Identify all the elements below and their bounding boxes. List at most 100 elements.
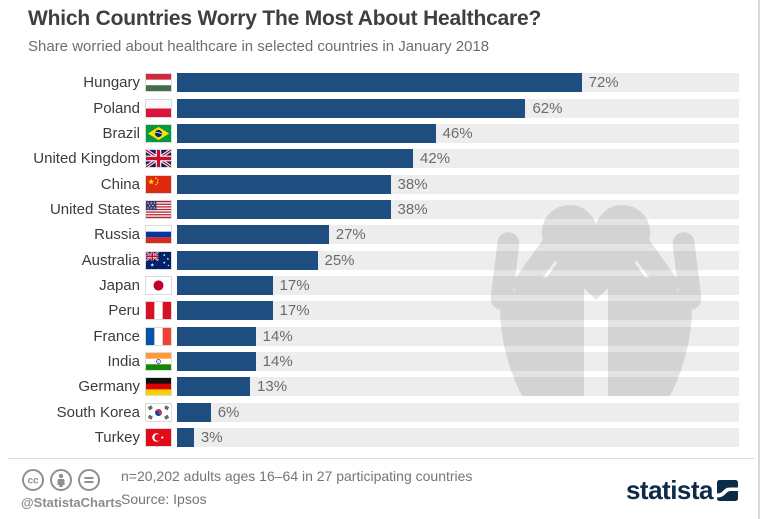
value-label: 13% bbox=[257, 378, 288, 396]
chart-row: South Korea 6% bbox=[0, 399, 745, 424]
flag-icon-united-states bbox=[146, 200, 171, 218]
bar bbox=[177, 402, 211, 422]
chart-row: Peru 17% bbox=[0, 298, 745, 323]
flag-icon-brazil bbox=[146, 124, 171, 142]
chart-row: Australia 25% bbox=[0, 247, 745, 272]
value-label: 25% bbox=[324, 251, 355, 269]
header: Which Countries Worry The Most About Hea… bbox=[0, 0, 763, 55]
chart-rows: Hungary 72% Poland 62% Brazil 46% bbox=[0, 70, 745, 450]
left-hand bbox=[490, 232, 586, 396]
value-label: 27% bbox=[335, 226, 366, 244]
value-label: 17% bbox=[279, 302, 310, 320]
country-label: Japan bbox=[99, 276, 140, 294]
right-hand bbox=[606, 232, 702, 396]
value-label: 38% bbox=[397, 200, 428, 218]
bar-track: 25% bbox=[177, 250, 739, 270]
bar bbox=[177, 326, 256, 346]
country-label: Germany bbox=[78, 378, 140, 396]
chart-row: China 38% bbox=[0, 171, 745, 196]
value-label: 46% bbox=[442, 124, 473, 142]
footnotes: n=20,202 adults ages 16–64 in 27 partici… bbox=[121, 465, 472, 511]
bar-track: 17% bbox=[177, 301, 739, 321]
bar-track: 3% bbox=[177, 427, 739, 447]
chart-row: France 14% bbox=[0, 323, 745, 348]
statista-wordmark: statista bbox=[625, 475, 714, 505]
bar bbox=[177, 149, 414, 169]
value-label: 14% bbox=[262, 327, 293, 345]
bar-track: 6% bbox=[177, 402, 739, 422]
flag-icon-japan bbox=[146, 276, 171, 294]
bar bbox=[177, 377, 251, 397]
bar bbox=[177, 250, 318, 270]
bar bbox=[177, 73, 582, 93]
statista-charts-handle[interactable]: @StatistaCharts bbox=[21, 495, 122, 510]
chart-row: United Kingdom 42% bbox=[0, 146, 745, 171]
license-icons: cc bbox=[21, 468, 122, 492]
bar-track: 42% bbox=[177, 149, 739, 169]
source-note: Source: Ipsos bbox=[121, 491, 207, 507]
bar-track: 27% bbox=[177, 225, 739, 245]
bar-track: 38% bbox=[177, 199, 739, 219]
value-label: 6% bbox=[217, 403, 240, 421]
page-subtitle: Share worried about healthcare in select… bbox=[28, 38, 490, 55]
chart-row: Russia 27% bbox=[0, 222, 745, 247]
flag-icon-hungary bbox=[146, 74, 171, 92]
bar bbox=[177, 275, 273, 295]
flag-icon-germany bbox=[146, 378, 171, 396]
bar-track: 46% bbox=[177, 123, 739, 143]
bar-track: 17% bbox=[177, 275, 739, 295]
country-label: Russia bbox=[94, 226, 140, 244]
chart-row: Germany 13% bbox=[0, 374, 745, 399]
value-label: 72% bbox=[588, 74, 619, 92]
svg-text:cc: cc bbox=[27, 476, 39, 487]
bar-track: 13% bbox=[177, 377, 739, 397]
statista-logo-icon bbox=[717, 480, 738, 501]
bar-chart: Hungary 72% Poland 62% Brazil 46% bbox=[0, 70, 745, 450]
bar-track: 72% bbox=[177, 73, 739, 93]
bar bbox=[177, 199, 391, 219]
bar bbox=[177, 351, 256, 371]
country-label: Turkey bbox=[94, 428, 140, 446]
bar bbox=[177, 301, 273, 321]
value-label: 17% bbox=[279, 276, 310, 294]
bar-track: 14% bbox=[177, 351, 739, 371]
country-label: France bbox=[93, 327, 140, 345]
flag-icon-france bbox=[146, 327, 171, 345]
chart-row: Turkey 3% bbox=[0, 425, 745, 450]
page-edge-rule bbox=[758, 0, 760, 519]
country-label: Peru bbox=[108, 302, 140, 320]
bar-track: 38% bbox=[177, 174, 739, 194]
statista-logo[interactable]: statista bbox=[625, 475, 738, 505]
value-label: 62% bbox=[532, 99, 563, 117]
country-label: Poland bbox=[93, 99, 140, 117]
country-label: United Kingdom bbox=[33, 150, 140, 168]
flag-icon-united-kingdom bbox=[146, 150, 171, 168]
bar bbox=[177, 123, 436, 143]
cc-icon: cc bbox=[22, 469, 44, 491]
hands-holding-heart-watermark-icon bbox=[490, 200, 702, 405]
country-label: Hungary bbox=[83, 74, 140, 92]
chart-row: Brazil 46% bbox=[0, 121, 745, 146]
country-label: India bbox=[107, 352, 140, 370]
flag-icon-south-korea bbox=[146, 403, 171, 421]
flag-icon-poland bbox=[146, 99, 171, 117]
attribution-person-icon bbox=[50, 469, 72, 491]
license-block[interactable]: cc @StatistaCharts bbox=[21, 468, 122, 510]
country-label: Australia bbox=[81, 251, 140, 269]
chart-row: Japan 17% bbox=[0, 273, 745, 298]
bar bbox=[177, 98, 526, 118]
value-label: 42% bbox=[420, 150, 451, 168]
bar-track: 14% bbox=[177, 326, 739, 346]
flag-icon-russia bbox=[146, 226, 171, 244]
country-label: United States bbox=[49, 200, 140, 218]
sample-note: n=20,202 adults ages 16–64 in 27 partici… bbox=[121, 468, 473, 484]
value-label: 3% bbox=[200, 428, 223, 446]
value-label: 38% bbox=[397, 175, 428, 193]
chart-row: United States 38% bbox=[0, 197, 745, 222]
flag-icon-china bbox=[146, 175, 171, 193]
flag-icon-india bbox=[146, 352, 171, 370]
bar bbox=[177, 174, 391, 194]
footer: cc @StatistaCharts n=20,202 adults ages … bbox=[8, 458, 755, 519]
country-label: South Korea bbox=[56, 403, 140, 421]
